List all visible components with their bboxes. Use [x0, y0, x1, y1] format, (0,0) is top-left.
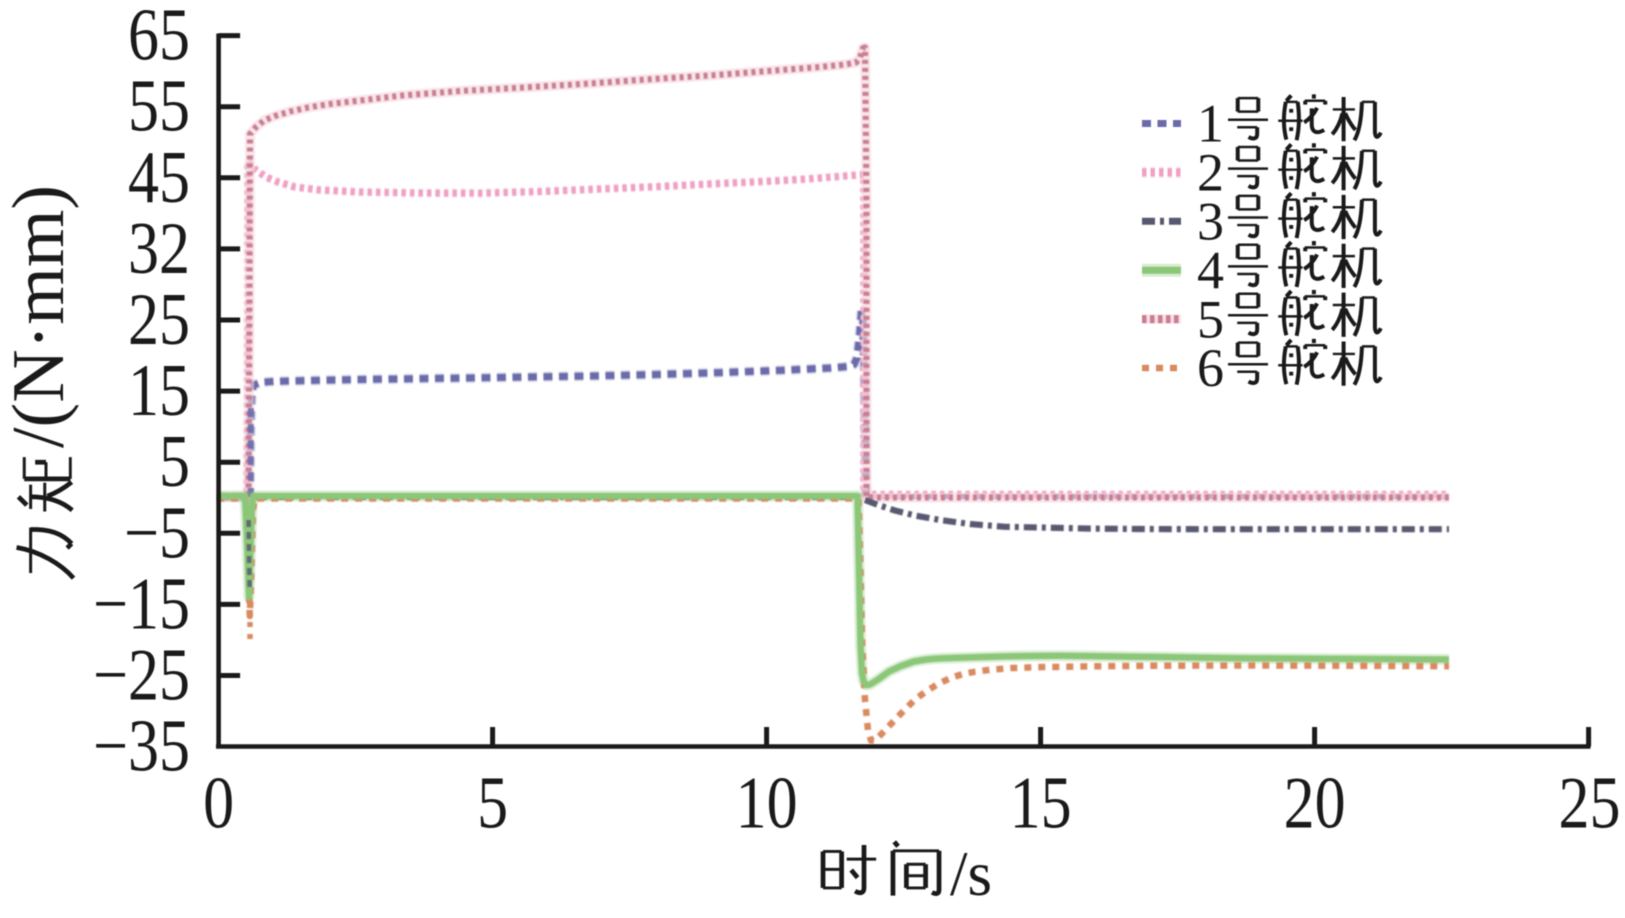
- svg-text:3: 3: [1197, 192, 1224, 252]
- svg-text:45: 45: [128, 136, 190, 219]
- svg-text:1: 1: [1197, 94, 1224, 154]
- svg-text:6: 6: [1197, 338, 1224, 398]
- svg-text:/(N·mm): /(N·mm): [0, 185, 80, 448]
- svg-text:/s: /s: [950, 839, 992, 909]
- svg-text:25: 25: [128, 278, 190, 361]
- svg-text:20: 20: [1284, 761, 1346, 844]
- svg-text:0: 0: [203, 761, 234, 844]
- svg-text:5: 5: [477, 761, 508, 844]
- svg-text:65: 65: [128, 0, 190, 76]
- svg-text:10: 10: [736, 761, 798, 844]
- svg-text:4: 4: [1197, 240, 1224, 300]
- svg-text:−25: −25: [93, 633, 190, 716]
- svg-text:15: 15: [1010, 761, 1072, 844]
- svg-text:55: 55: [128, 64, 190, 147]
- svg-text:5: 5: [159, 420, 190, 503]
- svg-text:25: 25: [1559, 761, 1621, 844]
- svg-text:32: 32: [128, 207, 190, 290]
- svg-text:−15: −15: [93, 562, 190, 645]
- svg-text:−35: −35: [93, 704, 190, 787]
- svg-text:2: 2: [1197, 143, 1224, 203]
- svg-text:15: 15: [128, 349, 190, 432]
- svg-text:−5: −5: [124, 491, 190, 574]
- svg-text:5: 5: [1197, 289, 1224, 349]
